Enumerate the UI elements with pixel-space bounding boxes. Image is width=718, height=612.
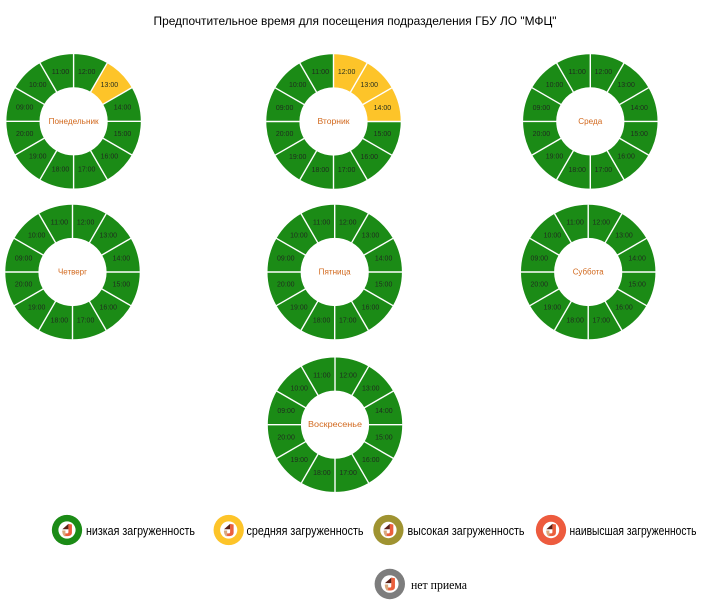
svg-text:10:00: 10:00 [544,233,562,240]
svg-text:13:00: 13:00 [361,82,379,89]
svg-text:09:00: 09:00 [15,255,33,262]
svg-text:16:00: 16:00 [615,304,633,311]
svg-text:17:00: 17:00 [593,317,611,324]
svg-text:Воскресенье: Воскресенье [308,420,363,429]
svg-text:12:00: 12:00 [78,69,96,76]
svg-text:09:00: 09:00 [531,255,549,262]
svg-text:11:00: 11:00 [566,220,584,227]
svg-text:13:00: 13:00 [100,233,118,240]
svg-text:19:00: 19:00 [290,304,308,311]
svg-text:11:00: 11:00 [52,69,70,76]
svg-text:17:00: 17:00 [78,167,96,174]
svg-text:10:00: 10:00 [289,82,307,89]
svg-text:13:00: 13:00 [362,233,380,240]
svg-text:10:00: 10:00 [290,385,308,392]
svg-text:17:00: 17:00 [77,317,95,324]
svg-text:12:00: 12:00 [595,69,613,76]
svg-text:11:00: 11:00 [568,69,586,76]
svg-text:19:00: 19:00 [289,154,307,161]
svg-text:14:00: 14:00 [114,105,132,112]
svg-text:15:00: 15:00 [375,282,393,289]
svg-text:20:00: 20:00 [533,131,551,138]
svg-text:11:00: 11:00 [313,372,331,379]
svg-text:12:00: 12:00 [593,220,611,227]
svg-text:11:00: 11:00 [313,220,331,227]
svg-text:15:00: 15:00 [375,434,393,441]
svg-text:09:00: 09:00 [276,105,294,112]
svg-text:20:00: 20:00 [276,131,294,138]
svg-text:14:00: 14:00 [630,105,648,112]
svg-text:Пятница: Пятница [319,268,352,277]
svg-text:09:00: 09:00 [277,255,295,262]
svg-text:15:00: 15:00 [113,282,131,289]
svg-text:12:00: 12:00 [339,372,357,379]
svg-text:18:00: 18:00 [52,167,70,174]
svg-text:09:00: 09:00 [16,105,34,112]
svg-text:17:00: 17:00 [595,167,613,174]
svg-text:12:00: 12:00 [77,220,95,227]
svg-text:13:00: 13:00 [101,82,119,89]
svg-text:16:00: 16:00 [100,304,118,311]
svg-text:15:00: 15:00 [114,131,132,138]
svg-text:18:00: 18:00 [312,167,330,174]
svg-text:13:00: 13:00 [617,82,635,89]
svg-text:19:00: 19:00 [546,154,564,161]
svg-text:11:00: 11:00 [51,220,69,227]
svg-text:18:00: 18:00 [568,167,586,174]
svg-text:Четверг: Четверг [58,268,87,277]
svg-text:Предпочтительное время для пос: Предпочтительное время для посещения под… [154,14,557,28]
svg-text:средняя загруженность: средняя загруженность [247,524,364,538]
svg-text:17:00: 17:00 [339,470,357,477]
svg-text:19:00: 19:00 [290,457,308,464]
svg-text:Вторник: Вторник [318,117,351,126]
svg-text:16:00: 16:00 [101,154,119,161]
svg-text:18:00: 18:00 [566,317,584,324]
svg-text:16:00: 16:00 [362,304,380,311]
svg-text:высокая загруженность: высокая загруженность [408,524,525,538]
svg-text:низкая загруженность: низкая загруженность [86,524,195,538]
svg-text:15:00: 15:00 [374,131,392,138]
svg-text:15:00: 15:00 [630,131,648,138]
svg-text:Понедельник: Понедельник [49,117,100,126]
svg-text:14:00: 14:00 [113,255,131,262]
svg-text:09:00: 09:00 [533,105,551,112]
svg-text:13:00: 13:00 [615,233,633,240]
svg-text:10:00: 10:00 [29,82,47,89]
svg-text:10:00: 10:00 [28,233,46,240]
svg-text:18:00: 18:00 [51,317,69,324]
svg-text:14:00: 14:00 [375,408,393,415]
svg-text:20:00: 20:00 [277,434,295,441]
svg-text:19:00: 19:00 [544,304,562,311]
svg-text:13:00: 13:00 [362,385,380,392]
svg-text:16:00: 16:00 [362,457,380,464]
svg-text:нет приема: нет приема [411,578,467,592]
svg-text:14:00: 14:00 [628,255,646,262]
svg-text:19:00: 19:00 [28,304,46,311]
svg-text:20:00: 20:00 [15,282,33,289]
svg-text:19:00: 19:00 [29,154,47,161]
svg-text:10:00: 10:00 [290,233,308,240]
svg-text:10:00: 10:00 [546,82,564,89]
svg-text:16:00: 16:00 [617,154,635,161]
svg-text:Среда: Среда [578,117,603,126]
svg-text:11:00: 11:00 [312,69,330,76]
svg-text:18:00: 18:00 [313,317,331,324]
svg-text:20:00: 20:00 [277,282,295,289]
svg-text:14:00: 14:00 [374,105,392,112]
svg-text:12:00: 12:00 [339,220,357,227]
svg-text:15:00: 15:00 [628,282,646,289]
svg-text:наивысшая загруженность: наивысшая загруженность [570,524,697,538]
svg-text:16:00: 16:00 [361,154,379,161]
svg-text:18:00: 18:00 [313,470,331,477]
svg-text:17:00: 17:00 [338,167,356,174]
svg-text:20:00: 20:00 [531,282,549,289]
svg-text:17:00: 17:00 [339,317,357,324]
svg-text:20:00: 20:00 [16,131,34,138]
svg-text:09:00: 09:00 [277,408,295,415]
svg-text:Суббота: Суббота [573,268,605,277]
svg-text:14:00: 14:00 [375,255,393,262]
svg-text:12:00: 12:00 [338,69,356,76]
